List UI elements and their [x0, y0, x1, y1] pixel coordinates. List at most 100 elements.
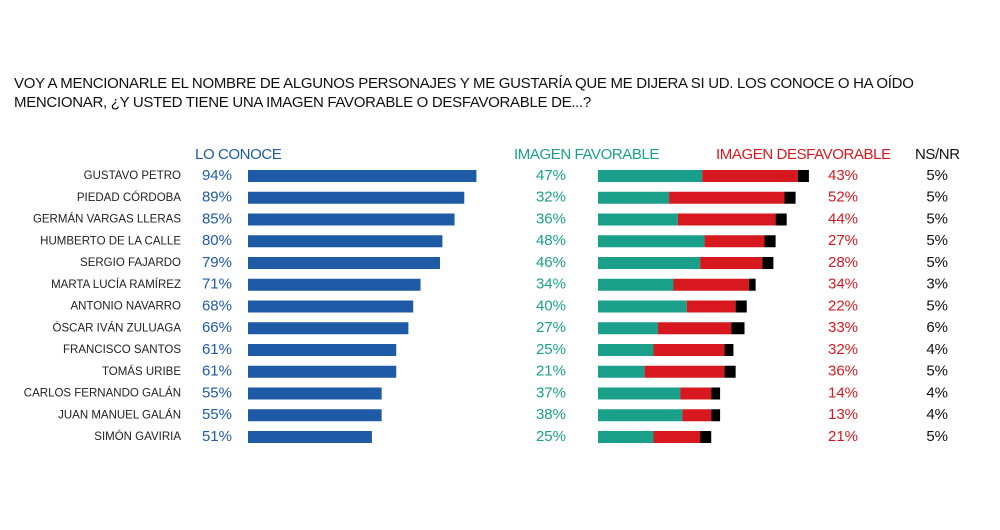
value-label: 32% [536, 189, 566, 206]
value-label: 28% [828, 254, 858, 271]
value-label: 4% [926, 406, 948, 423]
bar [248, 170, 477, 182]
bar-segment [598, 213, 678, 226]
value-label: 5% [926, 167, 948, 184]
bar [248, 213, 455, 226]
category-label: SIMÓN GAVIRIA [94, 430, 181, 443]
bar-segment [700, 431, 712, 443]
value-label: 34% [536, 276, 566, 293]
category-label: TOMÁS URIBE [102, 365, 181, 378]
bar-segment [724, 344, 734, 356]
category-label: FRANCISCO SANTOS [63, 344, 181, 356]
value-label: 4% [926, 384, 948, 401]
bar-segment [598, 191, 670, 204]
value-label: 94% [202, 167, 232, 184]
bar-segment [598, 409, 683, 422]
bar-segment [598, 170, 703, 182]
bar [248, 365, 397, 378]
value-label: 22% [828, 297, 858, 314]
bar-segment [677, 213, 776, 226]
value-label: 5% [926, 210, 948, 227]
bar [248, 300, 414, 313]
value-label: 68% [202, 297, 232, 314]
bar-segment [797, 170, 809, 182]
bar [248, 191, 465, 204]
category-label: GUSTAVO PETRO [84, 170, 181, 182]
bar-segment [598, 322, 658, 335]
bar-segment [598, 365, 645, 378]
value-label: 85% [202, 210, 232, 227]
value-label: 5% [926, 428, 948, 445]
bar [248, 409, 382, 422]
category-label: PIEDAD CÓRDOBA [77, 191, 181, 204]
value-label: 44% [828, 210, 858, 227]
value-label: 4% [926, 341, 948, 358]
bar-segment [775, 213, 787, 226]
value-label: 61% [202, 341, 232, 358]
bar-segment [598, 300, 687, 313]
value-label: 32% [828, 341, 858, 358]
value-label: 5% [926, 363, 948, 380]
bar [248, 235, 443, 248]
bar-segment [653, 431, 701, 443]
value-label: 13% [828, 406, 858, 423]
value-label: 21% [828, 428, 858, 445]
value-label: 14% [828, 384, 858, 401]
category-label: HUMBERTO DE LA CALLE [40, 235, 181, 247]
category-label: JUAN MANUEL GALÁN [58, 408, 181, 421]
bar-segment [682, 409, 712, 422]
bar-segment [704, 235, 765, 248]
value-label: 36% [828, 363, 858, 380]
bar-segment [644, 365, 725, 378]
bar-segment [762, 257, 774, 269]
bar-segment [748, 278, 756, 291]
bar-segment [598, 257, 701, 269]
bar-segment [598, 387, 681, 400]
value-label: 25% [536, 341, 566, 358]
title: VOY A MENCIONARLE EL NOMBRE DE ALGUNOS P… [14, 75, 914, 111]
bar-segment [680, 387, 712, 400]
bar-segment [598, 344, 654, 356]
value-label: 5% [926, 297, 948, 314]
value-label: 79% [202, 254, 232, 271]
value-label: 27% [536, 319, 566, 336]
value-label: 61% [202, 363, 232, 380]
value-label: 55% [202, 406, 232, 423]
bar-segment [702, 170, 798, 182]
value-label: 89% [202, 189, 232, 206]
value-label: 36% [536, 210, 566, 227]
value-label: 80% [202, 232, 232, 249]
bar-segment [711, 387, 721, 400]
category-label: CARLOS FERNANDO GALÁN [24, 387, 181, 400]
legend-header: LO CONOCE [195, 146, 282, 163]
bar-segment [724, 365, 736, 378]
value-label: 25% [536, 428, 566, 445]
bar-segment [700, 257, 763, 269]
bar-segment [731, 322, 745, 335]
bar-segment [653, 344, 725, 356]
value-label: 3% [926, 276, 948, 293]
category-label: SERGIO FAJARDO [80, 257, 181, 269]
value-label: 51% [202, 428, 232, 445]
value-label: 27% [828, 232, 858, 249]
bar-segment [784, 191, 796, 204]
legend-header: IMAGEN FAVORABLE [514, 146, 659, 163]
value-label: 71% [202, 276, 232, 293]
bar-segment [598, 431, 654, 443]
category-label: MARTA LUCÍA RAMÍREZ [51, 278, 181, 291]
legend-header: IMAGEN DESFAVORABLE [716, 146, 891, 163]
bar-segment [735, 300, 747, 313]
value-label: 55% [202, 384, 232, 401]
category-label: ANTONIO NAVARRO [70, 301, 181, 313]
bar [248, 257, 440, 269]
value-label: 5% [926, 254, 948, 271]
bar-segment [711, 409, 721, 422]
category-label: ÓSCAR IVÁN ZULUAGA [53, 321, 182, 334]
value-label: 37% [536, 384, 566, 401]
bar [248, 344, 397, 356]
value-label: 6% [926, 319, 948, 336]
bar-segment [657, 322, 732, 335]
value-label: 43% [828, 167, 858, 184]
value-label: 38% [536, 406, 566, 423]
